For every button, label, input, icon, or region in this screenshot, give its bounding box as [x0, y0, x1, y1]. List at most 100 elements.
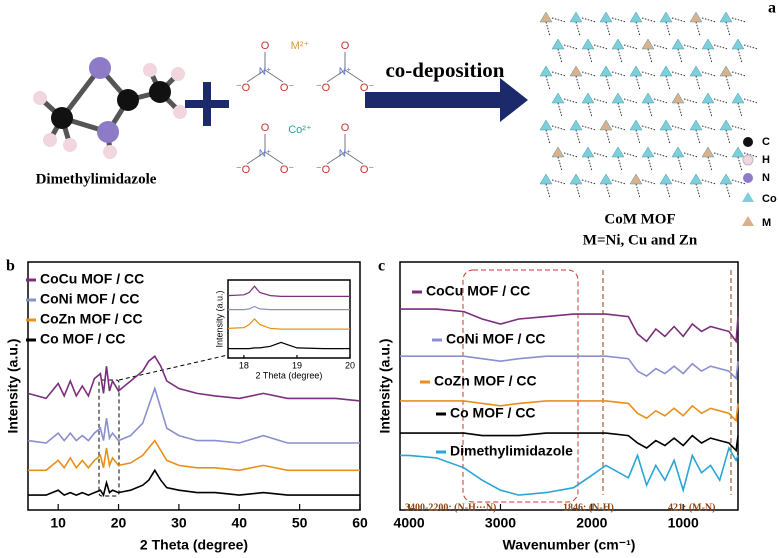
linker — [665, 183, 671, 199]
bond — [326, 151, 346, 165]
linker — [605, 75, 611, 91]
linker — [737, 156, 743, 172]
bond — [264, 69, 284, 83]
linker — [701, 71, 717, 77]
linker — [653, 44, 669, 50]
x-tick-label: 30 — [171, 515, 187, 531]
linker — [593, 152, 609, 158]
series-line — [400, 432, 739, 453]
linker — [641, 17, 657, 23]
linker — [581, 71, 597, 77]
bond — [246, 151, 266, 165]
bond — [264, 151, 284, 165]
zoom-box — [98, 379, 120, 497]
linker — [575, 75, 581, 91]
atom: O — [341, 122, 350, 134]
cobalt-ion: Co²⁺ — [288, 124, 312, 136]
molecule-label: Dimethylimidazole — [36, 171, 157, 187]
tetrahedron — [569, 11, 583, 23]
mof-lattice — [539, 11, 759, 199]
series-line — [28, 439, 360, 472]
panel-label: c — [378, 258, 385, 275]
linker — [611, 125, 627, 131]
x-tick-label: 60 — [352, 515, 368, 531]
linker — [743, 98, 759, 104]
tetrahedron — [701, 146, 715, 158]
y-axis-label: Intensity (a.u.) — [377, 339, 393, 434]
series-line — [27, 385, 360, 444]
x-tick-label: 18 — [239, 360, 249, 370]
bond — [326, 69, 346, 83]
linker — [695, 183, 701, 199]
linker — [695, 75, 701, 91]
linker — [725, 183, 731, 199]
bond — [246, 69, 266, 83]
linker — [731, 179, 747, 185]
legend-label: Co — [762, 193, 777, 205]
annotation: 1846: (N-H) — [563, 502, 614, 513]
linker — [545, 129, 551, 145]
tetrahedron — [659, 119, 673, 131]
atom: ⁻O — [236, 164, 251, 176]
tetrahedron — [581, 92, 595, 104]
tetrahedron — [629, 11, 643, 23]
linker — [713, 98, 729, 104]
legend-label: CoNi MOF / CC — [446, 331, 546, 347]
tetrahedron — [731, 92, 745, 104]
tetrahedron — [659, 11, 673, 23]
linker — [647, 156, 653, 172]
linker — [731, 71, 747, 77]
linker — [635, 129, 641, 145]
tetrahedron — [701, 92, 715, 104]
linker — [683, 44, 699, 50]
linker — [677, 48, 683, 64]
tetrahedron — [659, 65, 673, 77]
x-tick-label: 3000 — [485, 515, 516, 531]
panel-label: b — [6, 258, 15, 275]
linker — [581, 17, 597, 23]
tetrahedron — [599, 65, 613, 77]
tetrahedron — [629, 173, 643, 185]
linker — [617, 48, 623, 64]
panel-a: a Dimethylimidazole M²⁺ Co²⁺ ON⁺⁻O O⁻ON⁺⁻… — [33, 0, 777, 248]
atoms — [33, 57, 187, 159]
tetrahedron — [701, 38, 715, 50]
linker — [623, 44, 639, 50]
linker — [725, 21, 731, 37]
panel-label: a — [768, 0, 776, 17]
x-axis-label: 2 Theta (degree) — [256, 370, 323, 380]
legend-label: Dimethylimidazole — [450, 443, 573, 459]
legend-label: CoCu MOF / CC — [426, 283, 530, 299]
legend-label: CoZn MOF / CC — [40, 311, 143, 327]
atom: ⁻O — [316, 82, 331, 94]
tetrahedron — [569, 173, 583, 185]
linker — [551, 179, 567, 185]
arrow-label: co-deposition — [385, 58, 504, 82]
legend-label: H — [762, 154, 770, 166]
linker — [587, 102, 593, 118]
linker — [557, 102, 563, 118]
linker — [641, 71, 657, 77]
tetrahedron — [611, 146, 625, 158]
linker — [671, 71, 687, 77]
y-axis-label: Intensity (a.u.) — [5, 339, 21, 434]
linker — [701, 17, 717, 23]
linker — [671, 179, 687, 185]
series-line — [400, 355, 739, 381]
linker — [737, 102, 743, 118]
bond — [344, 151, 364, 165]
bond — [344, 69, 364, 83]
linker — [725, 75, 731, 91]
x-tick-label: 40 — [231, 515, 247, 531]
linker — [551, 17, 567, 23]
tetrahedron — [671, 38, 685, 50]
linker — [557, 156, 563, 172]
tetrahedron — [641, 92, 655, 104]
nitrates: O N⁺ ⁻O O⁻ O N⁺ ⁻O O⁻ O N⁺ ⁻O O⁻ O N⁺ ⁻O O⁻ — [236, 40, 375, 176]
region-box — [462, 269, 579, 503]
linker — [605, 21, 611, 37]
linker — [605, 183, 611, 199]
tetrahedron — [731, 146, 745, 158]
linker — [695, 129, 701, 145]
